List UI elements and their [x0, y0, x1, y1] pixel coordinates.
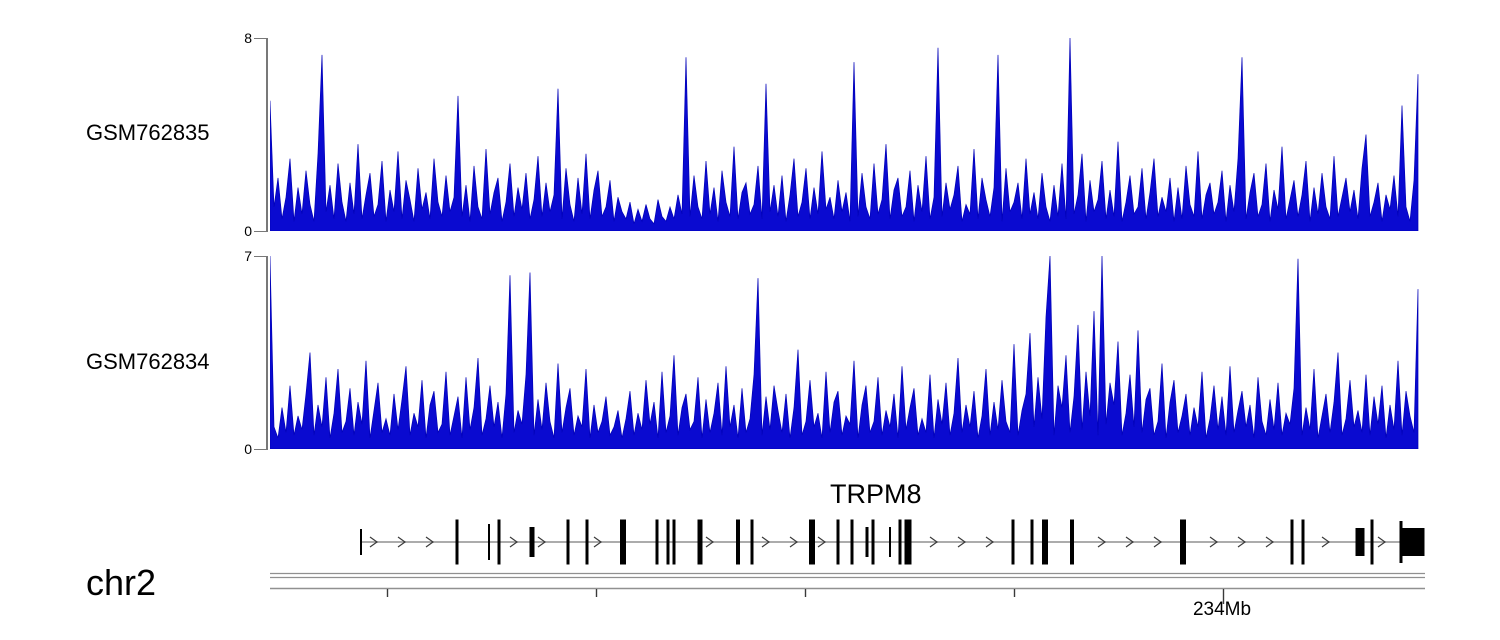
exon — [1070, 519, 1074, 565]
strand-arrow-icon — [1237, 536, 1247, 548]
exon — [620, 519, 626, 565]
track2-ymin-label: 0 — [244, 441, 252, 457]
exon — [889, 527, 891, 557]
track2-label: GSM762834 — [86, 349, 210, 374]
exon — [672, 519, 676, 565]
exon — [529, 527, 535, 557]
exon — [360, 529, 362, 555]
strand-arrow-icon — [817, 536, 827, 548]
exon — [1180, 519, 1186, 565]
coverage-polygon — [270, 256, 1419, 449]
track2-y-axis — [266, 256, 268, 450]
track1-ymax-label: 8 — [244, 30, 252, 46]
strand-arrow-icon — [425, 536, 435, 548]
exon — [871, 519, 875, 565]
exon — [697, 519, 703, 565]
exon — [655, 519, 659, 565]
exon — [1401, 528, 1425, 556]
strand-arrow-icon — [1097, 536, 1107, 548]
strand-arrow-icon — [509, 536, 519, 548]
exon — [809, 519, 815, 565]
track1-label: GSM762835 — [86, 120, 210, 145]
strand-arrow-icon — [537, 536, 547, 548]
chromosome-label: chr2 — [86, 562, 157, 603]
strand-arrow-icon — [957, 536, 967, 548]
exon — [1042, 519, 1048, 565]
exon — [736, 519, 740, 565]
exon — [836, 519, 840, 565]
exon — [850, 519, 854, 565]
exon — [1399, 521, 1403, 563]
strand-arrow-icon — [705, 536, 715, 548]
coordinate-label: 234Mb — [1192, 599, 1252, 620]
track2-ymax-label: 7 — [244, 248, 252, 264]
strand-arrow-icon — [593, 536, 603, 548]
strand-arrow-icon — [1321, 536, 1331, 548]
exon — [1301, 519, 1305, 565]
exon — [566, 519, 570, 565]
strand-arrow-icon — [1125, 536, 1135, 548]
strand-arrow-icon — [369, 536, 379, 548]
exon — [1355, 528, 1365, 556]
exon — [898, 519, 902, 565]
strand-arrow-icon — [1209, 536, 1219, 548]
strand-arrow-icon — [789, 536, 799, 548]
coverage-polygon — [270, 38, 1419, 231]
track1-bottom-tick — [254, 231, 267, 232]
exon — [865, 527, 869, 557]
track1-y-axis — [266, 38, 268, 232]
track2-top-tick — [254, 256, 267, 257]
exon — [488, 524, 490, 560]
strand-arrow-icon — [1377, 536, 1387, 548]
gene-name-label: TRPM8 — [830, 479, 922, 509]
exon — [1290, 519, 1294, 565]
exon — [1011, 519, 1015, 565]
exon — [497, 519, 501, 565]
strand-arrow-icon — [985, 536, 995, 548]
exon — [904, 519, 912, 565]
track1-ymin-label: 0 — [244, 223, 252, 239]
strand-arrow-icon — [1153, 536, 1163, 548]
strand-arrow-icon — [1265, 536, 1275, 548]
exon — [666, 519, 670, 565]
strand-arrow-icon — [397, 536, 407, 548]
exon — [1370, 519, 1374, 565]
exon — [585, 519, 589, 565]
track1-top-tick — [254, 38, 267, 39]
exon — [750, 519, 754, 565]
track2-bottom-tick — [254, 449, 267, 450]
exon — [1030, 519, 1034, 565]
strand-arrow-icon — [929, 536, 939, 548]
signal-area-gsm762835 — [270, 38, 1419, 231]
exon — [455, 519, 459, 565]
signal-area-gsm762834 — [270, 256, 1419, 449]
strand-arrow-icon — [761, 536, 771, 548]
